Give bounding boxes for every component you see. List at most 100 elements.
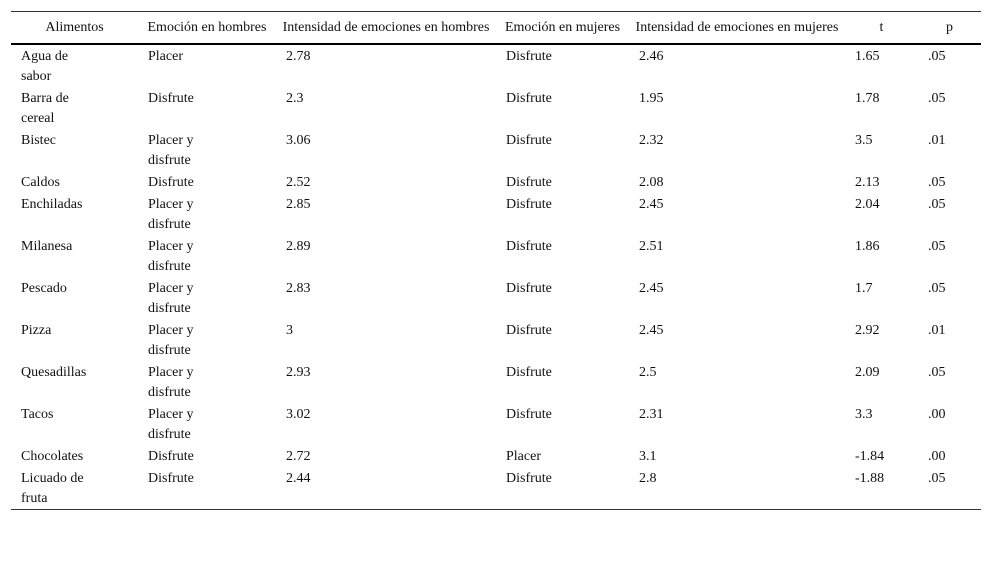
- table-cell: 2.09: [845, 361, 918, 403]
- cell-text: 1.78: [855, 91, 880, 106]
- cell-text: 2.46: [639, 49, 664, 64]
- cell-text: 2.5: [639, 365, 657, 380]
- table-cell: 2.3: [276, 87, 496, 129]
- table-cell: Disfrute: [496, 193, 629, 235]
- table-cell: 2.72: [276, 445, 496, 467]
- table-cell: Placer y disfrute: [138, 193, 276, 235]
- cell-text: Pizza: [21, 323, 52, 338]
- table-cell: 3: [276, 319, 496, 361]
- table-cell: 2.51: [629, 235, 845, 277]
- table-cell: Disfrute: [496, 171, 629, 193]
- table-cell: .00: [918, 445, 981, 467]
- table-cell: 1.7: [845, 277, 918, 319]
- table-row: Pizza Placer y disfrute 3 Disfrute 2.45 2.92.…: [11, 319, 981, 361]
- table-cell: Placer y disfrute: [138, 403, 276, 445]
- table-cell: Chocolates: [11, 445, 138, 467]
- cell-text: .01: [928, 323, 946, 338]
- cell-text: Disfrute: [506, 365, 552, 380]
- table-cell: 3.1: [629, 445, 845, 467]
- header-cell: p: [946, 20, 953, 35]
- table-row: Caldos Disfrute 2.52 Disfrute 2.08 2.13 .05: [11, 171, 981, 193]
- table-cell: Licuado de fruta: [11, 467, 138, 510]
- table-cell: Pescado: [11, 277, 138, 319]
- table-cell: Placer y disfrute: [138, 129, 276, 171]
- cell-text: Placer y disfrute: [148, 407, 194, 442]
- table-body: Agua de sabor Placer 2.78 Disfrute 2.46 1.65.…: [11, 44, 981, 510]
- table-cell: 2.89: [276, 235, 496, 277]
- cell-text: Disfrute: [506, 49, 552, 64]
- cell-text: Placer: [506, 449, 541, 464]
- cell-text: 2.13: [855, 175, 880, 190]
- table-row: Tacos Placer y disfrute 3.02 Disfrute 2.31 3.…: [11, 403, 981, 445]
- cell-text: 2.72: [286, 449, 311, 464]
- table-cell: .05: [918, 277, 981, 319]
- table-cell: 2.92: [845, 319, 918, 361]
- data-table: Alimentos Emoción en hombres Intensidad de…: [11, 11, 981, 510]
- cell-text: -1.88: [855, 471, 885, 486]
- cell-text: Disfrute: [148, 449, 194, 464]
- table-cell: Disfrute: [496, 467, 629, 510]
- table-cell: Milanesa: [11, 235, 138, 277]
- cell-text: .05: [928, 49, 946, 64]
- cell-text: Tacos: [21, 407, 54, 422]
- cell-text: Chocolates: [21, 449, 84, 464]
- table-cell: 2.31: [629, 403, 845, 445]
- cell-text: 2.89: [286, 239, 311, 254]
- cell-text: Disfrute: [506, 407, 552, 422]
- table-cell: Placer y disfrute: [138, 235, 276, 277]
- table-row: Barra de cereal Disfrute 2.3 Disfrute 1.95 1.…: [11, 87, 981, 129]
- table-cell: 3.3: [845, 403, 918, 445]
- table-cell: Pizza: [11, 319, 138, 361]
- table-cell: Disfrute: [496, 361, 629, 403]
- table-cell: Disfrute: [496, 403, 629, 445]
- table-cell: 3.02: [276, 403, 496, 445]
- table-cell: 2.46: [629, 44, 845, 87]
- cell-text: Placer y disfrute: [148, 365, 194, 400]
- cell-text: 2.92: [855, 323, 880, 338]
- table-cell: 2.45: [629, 319, 845, 361]
- table-cell: -1.88: [845, 467, 918, 510]
- table-header: Alimentos Emoción en hombres Intensidad de…: [11, 11, 981, 44]
- header-cell: Alimentos: [45, 20, 104, 35]
- table-row: Licuado de fruta Disfrute 2.44 Disfrute 2.8 -…: [11, 467, 981, 510]
- cell-text: 2.45: [639, 323, 664, 338]
- cell-text: 2.51: [639, 239, 664, 254]
- table-cell: -1.84: [845, 445, 918, 467]
- cell-text: Caldos: [21, 175, 60, 190]
- cell-text: Disfrute: [506, 197, 552, 212]
- cell-text: .00: [928, 449, 946, 464]
- cell-text: Milanesa: [21, 239, 73, 254]
- table-cell: .05: [918, 361, 981, 403]
- table-cell: Barra de cereal: [11, 87, 138, 129]
- table-cell: Disfrute: [138, 445, 276, 467]
- cell-text: Disfrute: [506, 281, 552, 296]
- cell-text: 2.93: [286, 365, 311, 380]
- table-cell: 1.95: [629, 87, 845, 129]
- table-cell: Placer y disfrute: [138, 361, 276, 403]
- table-row: Bistec Placer y disfrute 3.06 Disfrute 2.32 3…: [11, 129, 981, 171]
- cell-text: .05: [928, 281, 946, 296]
- cell-text: Placer y disfrute: [148, 281, 194, 316]
- cell-text: 2.52: [286, 175, 311, 190]
- table-cell: Disfrute: [138, 467, 276, 510]
- cell-text: Disfrute: [148, 175, 194, 190]
- cell-text: 2.09: [855, 365, 880, 380]
- cell-text: 1.95: [639, 91, 664, 106]
- cell-text: 2.3: [286, 91, 304, 106]
- cell-text: 2.08: [639, 175, 664, 190]
- header-cell: Emoción en mujeres: [504, 20, 621, 35]
- table-cell: .01: [918, 319, 981, 361]
- cell-text: Disfrute: [506, 133, 552, 148]
- table-cell: .05: [918, 193, 981, 235]
- cell-text: 1.7: [855, 281, 873, 296]
- cell-text: .00: [928, 407, 946, 422]
- cell-text: .05: [928, 239, 946, 254]
- cell-text: Licuado de fruta: [21, 471, 84, 506]
- header-cell: Emoción en hombres: [147, 20, 267, 35]
- cell-text: 2.83: [286, 281, 311, 296]
- table-cell: Disfrute: [138, 87, 276, 129]
- table-cell: 1.65: [845, 44, 918, 87]
- table-cell: Tacos: [11, 403, 138, 445]
- table-cell: .05: [918, 235, 981, 277]
